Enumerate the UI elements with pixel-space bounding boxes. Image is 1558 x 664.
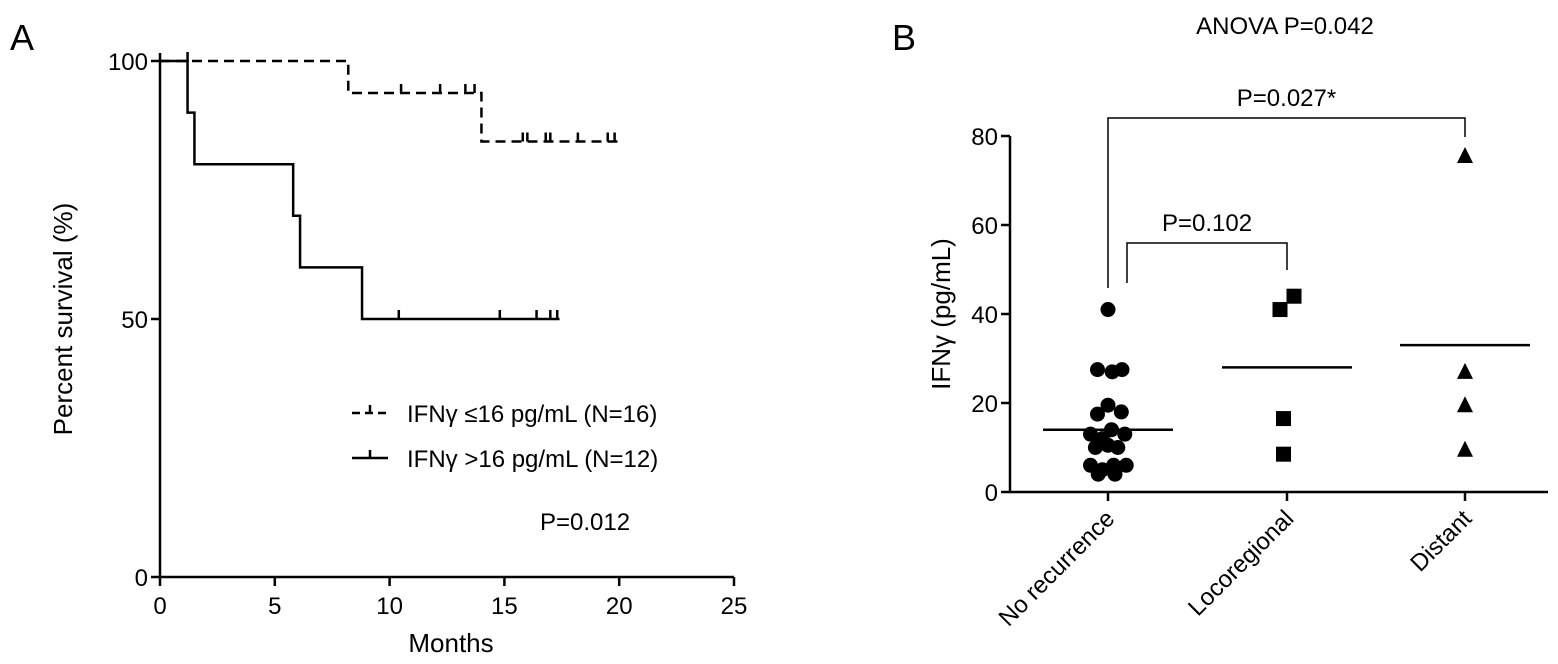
panel-a-series [160, 52, 620, 321]
data-point-square [1272, 302, 1288, 318]
panel-a-x-tick-label: 10 [376, 593, 403, 620]
data-point-square [1286, 288, 1302, 304]
data-point-circle [1110, 440, 1126, 455]
panel-a-x-axis-label: Months [408, 628, 493, 658]
data-point-circle [1090, 362, 1105, 378]
panel-b-label: B [892, 17, 916, 58]
data-point-triangle [1457, 396, 1473, 413]
survival-curve-low [160, 59, 620, 143]
panel-a-p-value: P=0.012 [540, 509, 630, 536]
comparison-bracket [1107, 117, 1466, 288]
panel-a-x-tick-label: 15 [491, 593, 518, 620]
data-point-circle [1087, 440, 1103, 455]
comparison-p-value: P=0.027* [1237, 85, 1336, 112]
data-point-triangle [1457, 440, 1473, 457]
data-point-circle [1090, 466, 1106, 482]
panel-a-legend: IFNγ ≤16 pg/mL (N=16) IFNγ >16 pg/mL (N=… [352, 401, 658, 473]
panel-a-x-tick-label: 25 [721, 593, 748, 620]
panel-b-y-axis-label: IFNγ (pg/mL) [926, 238, 956, 390]
legend-label-low: IFNγ ≤16 pg/mL (N=16) [407, 401, 657, 428]
panel-b: B ANOVA P=0.042 0 20 40 60 80 No recurrence Lo… [892, 13, 1548, 632]
panel-a: A 0 5 10 15 20 25 0 50 100 Months Percent surviv… [10, 17, 747, 658]
panel-b-x-tick-label: No recurrence [994, 505, 1121, 632]
panel-b-y-tick-label: 0 [985, 480, 998, 507]
panel-b-y-tick-label: 20 [971, 391, 998, 418]
panel-b-title: ANOVA P=0.042 [1196, 13, 1374, 40]
panel-a-y-axis-label: Percent survival (%) [48, 203, 78, 436]
data-point-circle [1083, 426, 1098, 442]
data-point-square [1276, 446, 1291, 462]
panel-b-points [1043, 147, 1530, 482]
data-point-circle [1100, 302, 1116, 318]
data-point-circle [1107, 466, 1123, 482]
panel-a-x-tick-label: 0 [153, 593, 166, 620]
panel-b-x-tick-label: Locoregional [1183, 505, 1299, 621]
panel-a-axes: 0 5 10 15 20 25 0 50 100 [108, 49, 747, 620]
panel-a-y-tick-label: 0 [135, 565, 148, 592]
data-point-circle [1100, 397, 1116, 413]
data-point-circle [1117, 426, 1133, 442]
panel-a-label: A [10, 17, 34, 58]
panel-b-y-tick-label: 80 [971, 124, 998, 151]
data-point-circle [1090, 406, 1105, 422]
panel-b-y-tick-label: 40 [971, 302, 998, 329]
comparison-p-value: P=0.102 [1162, 210, 1252, 237]
panel-a-y-tick-label: 100 [108, 49, 148, 76]
panel-b-y-tick-label: 60 [971, 213, 998, 240]
data-point-circle [1114, 362, 1130, 378]
data-point-circle [1113, 404, 1129, 420]
comparison-bracket [1126, 242, 1288, 283]
legend-label-high: IFNγ >16 pg/mL (N=12) [407, 446, 658, 473]
data-point-triangle [1457, 362, 1473, 379]
panel-a-y-tick-label: 50 [121, 307, 148, 334]
panel-b-x-tick-label: Distant [1405, 505, 1477, 577]
survival-curve-high [160, 59, 560, 321]
panel-a-x-tick-label: 20 [606, 593, 633, 620]
data-point-triangle [1457, 147, 1473, 164]
panel-b-brackets: P=0.102 P=0.027* [1107, 85, 1466, 288]
data-point-square [1276, 411, 1291, 427]
panel-a-x-tick-label: 5 [268, 593, 281, 620]
data-point-circle [1118, 457, 1134, 473]
